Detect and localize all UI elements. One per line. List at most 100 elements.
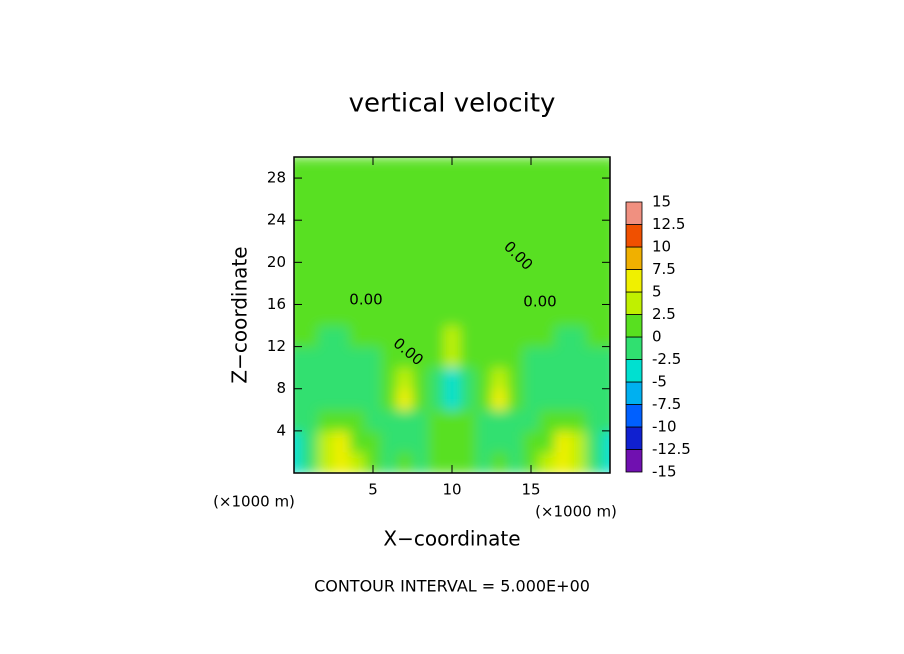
- field-cell: [586, 346, 603, 369]
- field-cell: [294, 241, 303, 263]
- field-cells: [294, 157, 610, 473]
- field-cell: [294, 388, 303, 411]
- field-cell: [444, 199, 461, 221]
- field-cell: [491, 283, 508, 305]
- field-cell: [428, 283, 445, 305]
- field-cell: [459, 346, 477, 369]
- field-cell: [301, 283, 319, 305]
- field-cell: [459, 367, 477, 390]
- field-cell: [444, 346, 461, 369]
- field-cell: [602, 241, 610, 263]
- field-cell: [507, 157, 524, 179]
- field-cell: [459, 325, 477, 348]
- field-cell: [475, 199, 492, 221]
- field-cell: [554, 157, 571, 179]
- field-cell: [475, 220, 492, 242]
- field-cell: [317, 178, 334, 200]
- field-cell: [570, 451, 587, 473]
- x-unit-label: (×1000 m): [535, 503, 617, 521]
- field-cell: [412, 178, 429, 200]
- field-cell: [317, 283, 334, 305]
- field-cell: [523, 325, 540, 348]
- field-cell: [459, 241, 477, 263]
- field-cell: [554, 388, 571, 411]
- field-cell: [523, 367, 540, 390]
- field-cell: [349, 262, 366, 284]
- field-cell: [523, 346, 540, 369]
- field-cell: [301, 367, 319, 390]
- field: [294, 157, 610, 473]
- colorbar-label: -7.5: [652, 395, 681, 413]
- field-cell: [301, 220, 319, 242]
- field-cell: [554, 178, 571, 200]
- x-tick-label: 15: [521, 481, 540, 499]
- field-cell: [586, 451, 603, 473]
- colorbar-label: 12.5: [652, 215, 685, 233]
- colorbar-swatch: [625, 426, 643, 450]
- field-cell: [380, 304, 398, 327]
- field-cell: [317, 430, 334, 453]
- field-cell: [586, 262, 603, 284]
- field-cell: [523, 388, 540, 411]
- field-cell: [523, 241, 540, 263]
- field-cell: [444, 241, 461, 263]
- field-cell: [538, 199, 556, 221]
- field-cell: [294, 220, 303, 242]
- field-cell: [507, 304, 524, 327]
- field-cell: [459, 388, 477, 411]
- colorbar-swatch: [625, 269, 643, 293]
- field-cell: [570, 241, 587, 263]
- y-tick-label: 28: [267, 169, 286, 187]
- field-cell: [396, 157, 413, 179]
- field-cell: [570, 178, 587, 200]
- field-cell: [491, 220, 508, 242]
- field-cell: [475, 241, 492, 263]
- field-cell: [349, 409, 366, 432]
- field-cell: [554, 346, 571, 369]
- field-cell: [602, 430, 610, 453]
- field-cell: [333, 346, 350, 369]
- y-tick-label: 20: [267, 253, 286, 271]
- x-axis-label: X−coordinate: [383, 527, 520, 551]
- field-cell: [428, 451, 445, 473]
- field-cell: [412, 367, 429, 390]
- field-cell: [475, 346, 492, 369]
- field-cell: [602, 220, 610, 242]
- field-cell: [459, 220, 477, 242]
- field-cell: [317, 220, 334, 242]
- field-cell: [570, 283, 587, 305]
- field-cell: [459, 283, 477, 305]
- y-tick-label: 8: [276, 379, 286, 397]
- field-cell: [586, 430, 603, 453]
- field-cell: [475, 157, 492, 179]
- field-cell: [570, 220, 587, 242]
- field-cell: [365, 430, 382, 453]
- field-cell: [294, 409, 303, 432]
- field-cell: [365, 409, 382, 432]
- field-cell: [412, 199, 429, 221]
- field-cell: [317, 157, 334, 179]
- field-cell: [428, 241, 445, 263]
- field-cell: [602, 157, 610, 179]
- contour-interval: CONTOUR INTERVAL = 5.000E+00: [314, 577, 590, 596]
- field-cell: [365, 388, 382, 411]
- field-cell: [554, 451, 571, 473]
- field-cell: [412, 388, 429, 411]
- field-cell: [380, 367, 398, 390]
- field-cell: [586, 325, 603, 348]
- field-cell: [491, 325, 508, 348]
- field-cell: [554, 367, 571, 390]
- field-cell: [586, 283, 603, 305]
- field-cell: [586, 178, 603, 200]
- field-cell: [475, 409, 492, 432]
- field-cell: [554, 409, 571, 432]
- field-cell: [602, 325, 610, 348]
- field-cell: [459, 409, 477, 432]
- field-cell: [507, 262, 524, 284]
- field-cell: [380, 220, 398, 242]
- field-cell: [459, 304, 477, 327]
- field-cell: [333, 451, 350, 473]
- field-cell: [317, 451, 334, 473]
- field-cell: [554, 430, 571, 453]
